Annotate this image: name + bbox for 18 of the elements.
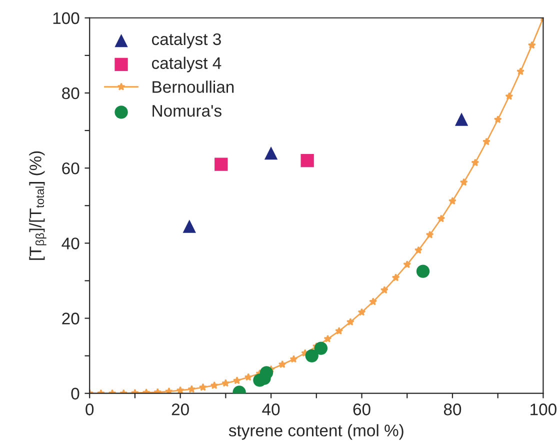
y-tick-label: 80 bbox=[62, 87, 80, 100]
x-tick-label: 20 bbox=[172, 404, 189, 416]
x-tick-label: 60 bbox=[353, 404, 370, 416]
y-tick-label: 60 bbox=[62, 162, 80, 174]
x-tick-label: 40 bbox=[262, 404, 280, 416]
y-axis-title: [T$_{ββ}$]/[T$_{total}$] (%) bbox=[29, 151, 46, 260]
x-tick-label: 80 bbox=[444, 404, 462, 416]
legend-label: Bernoullian bbox=[152, 80, 234, 93]
x-tick-label: 0 bbox=[86, 404, 94, 416]
y-tick-label: 20 bbox=[62, 312, 80, 324]
x-axis-title: styrene content (mol %) bbox=[228, 424, 404, 440]
x-tick-label: 100 bbox=[530, 404, 556, 416]
y-tick-label: 0 bbox=[71, 388, 80, 400]
legend-label: catalyst 3 bbox=[152, 32, 221, 48]
y-tick-label: 40 bbox=[62, 238, 80, 250]
legend-label: catalyst 4 bbox=[152, 56, 222, 72]
legend-label: Nomura's bbox=[152, 105, 222, 117]
y-tick-label: 100 bbox=[53, 12, 80, 24]
